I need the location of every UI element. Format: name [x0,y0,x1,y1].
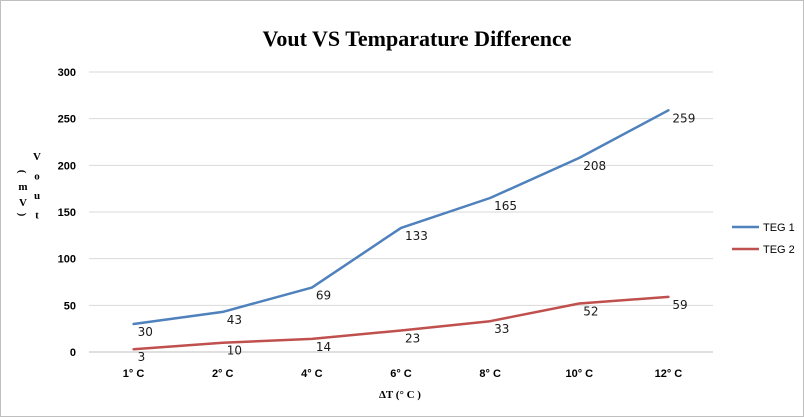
y-axis-label-char: ( [16,170,28,174]
data-label: 3 [138,350,146,364]
y-axis-label-char: m [18,181,27,193]
gridlines [89,71,713,353]
y-tick-label: 0 [70,347,76,359]
data-label: 43 [227,313,242,327]
data-label: 69 [316,289,331,303]
x-axis-label: ΔT (° C ) [379,389,421,401]
data-label: 30 [138,325,153,339]
y-tick-label: 50 [64,300,76,312]
data-label: 14 [316,340,331,354]
data-label: 10 [227,344,242,358]
y-axis-label-char: ) [16,213,28,217]
legend-label: TEG 2 [763,244,795,256]
x-tick-label: 12° C [655,368,683,380]
chart-title: Vout VS Temparature Difference [262,26,571,51]
y-axis-label-char: V [33,151,41,163]
legend-label: TEG 1 [763,222,795,234]
data-label: 59 [672,298,687,312]
y-tick-label: 250 [58,114,76,126]
data-label: 259 [672,111,695,125]
series-line-2 [132,295,670,351]
y-axis-label-char: u [34,190,40,202]
data-label: 133 [405,229,428,243]
y-tick-label: 100 [58,254,76,266]
x-tick-label: 6° C [390,368,412,380]
legend: TEG 1 TEG 2 [732,222,795,256]
data-label: 33 [494,322,509,336]
y-axis-label-char: t [35,210,39,222]
series-line-1 [132,109,670,326]
series-lines [132,109,670,351]
y-axis-label-char: V [19,197,27,209]
data-label: 52 [583,304,598,318]
y-tick-label: 300 [58,67,76,79]
y-tick-label: 200 [58,160,76,172]
x-tick-label: 10° C [565,368,593,380]
data-label: 165 [494,199,517,213]
y-axis-ticks: 0 50 100 150 200 250 300 [58,67,76,359]
x-tick-label: 2° C [212,368,234,380]
x-tick-label: 1° C [123,368,145,380]
x-axis-ticks: 1° C 2° C 4° C 6° C 8° C 10° C 12° C [123,368,682,380]
data-label: 23 [405,332,420,346]
x-tick-label: 8° C [479,368,501,380]
x-tick-label: 4° C [301,368,323,380]
data-label: 208 [583,159,606,173]
y-tick-label: 150 [58,207,76,219]
y-axis-label-char: o [34,171,40,183]
